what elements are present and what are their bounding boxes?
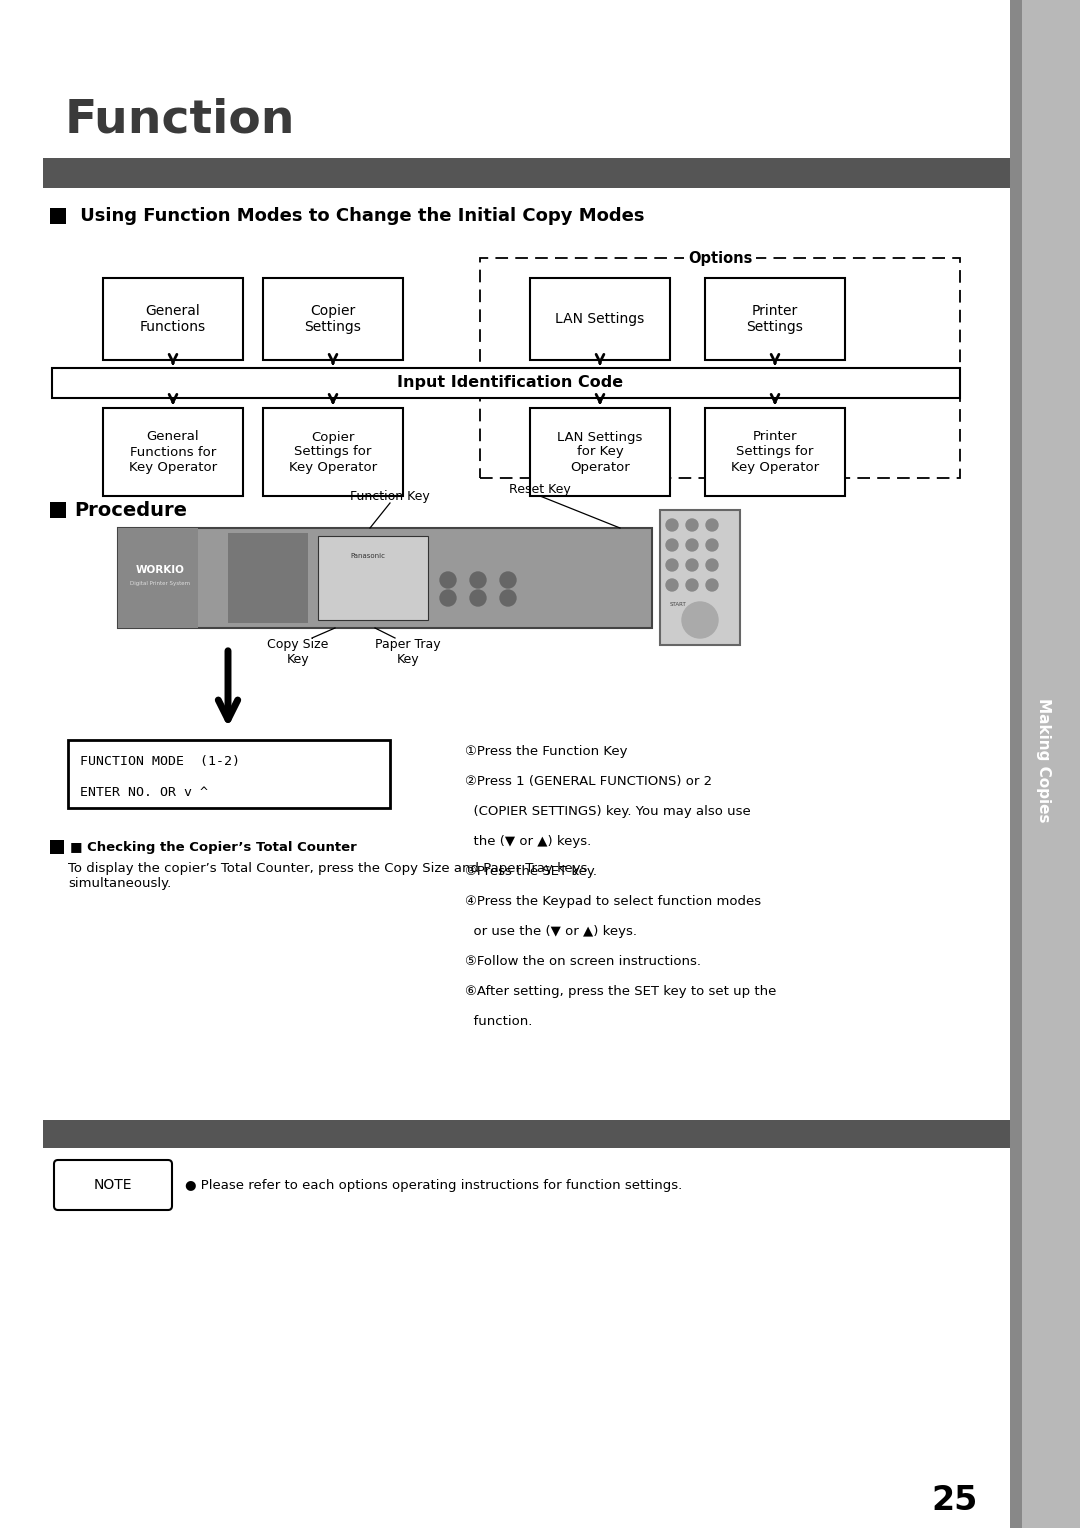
Circle shape (706, 520, 718, 532)
Text: NOTE: NOTE (94, 1178, 132, 1192)
Text: ⑤Follow the on screen instructions.: ⑤Follow the on screen instructions. (465, 955, 701, 969)
Text: Options: Options (688, 251, 752, 266)
Bar (118, 529, 198, 628)
Circle shape (686, 520, 698, 532)
Text: Digital Printer System: Digital Printer System (130, 581, 190, 585)
Text: General
Functions for
Key Operator: General Functions for Key Operator (129, 431, 217, 474)
Text: ③Press the SET key.: ③Press the SET key. (465, 865, 597, 879)
Circle shape (686, 539, 698, 552)
FancyBboxPatch shape (54, 1160, 172, 1210)
Text: WORKIO: WORKIO (136, 565, 185, 575)
Text: Printer
Settings: Printer Settings (746, 304, 804, 335)
Text: the (▼ or ▲) keys.: the (▼ or ▲) keys. (465, 834, 591, 848)
Bar (50, 208, 66, 225)
Bar (50, 503, 66, 518)
Bar (43, 157, 1010, 188)
Circle shape (666, 539, 678, 552)
Circle shape (440, 590, 456, 607)
Text: (COPIER SETTINGS) key. You may also use: (COPIER SETTINGS) key. You may also use (465, 805, 751, 817)
Text: Function: Function (65, 98, 296, 142)
Bar (52, 368, 960, 397)
Bar (118, 529, 652, 628)
Text: Panasonic: Panasonic (351, 553, 386, 559)
Bar (68, 740, 390, 808)
Text: 25: 25 (932, 1484, 978, 1516)
Text: Reset Key: Reset Key (509, 483, 571, 497)
Bar (530, 408, 670, 497)
Text: Copier
Settings: Copier Settings (305, 304, 362, 335)
Text: LAN Settings
for Key
Operator: LAN Settings for Key Operator (557, 431, 643, 474)
Circle shape (666, 520, 678, 532)
Text: Paper Tray
Key: Paper Tray Key (375, 639, 441, 666)
Text: Making Copies: Making Copies (1036, 698, 1051, 822)
Circle shape (440, 571, 456, 588)
Bar (705, 408, 845, 497)
Circle shape (500, 590, 516, 607)
Text: ①Press the Function Key: ①Press the Function Key (465, 746, 627, 758)
Bar (480, 258, 960, 478)
Text: Copy Size
Key: Copy Size Key (268, 639, 328, 666)
Text: General
Functions: General Functions (140, 304, 206, 335)
Circle shape (706, 559, 718, 571)
Text: ②Press 1 (GENERAL FUNCTIONS) or 2: ②Press 1 (GENERAL FUNCTIONS) or 2 (465, 775, 712, 788)
Bar (1010, 0, 1022, 1528)
Circle shape (681, 602, 718, 639)
Text: Copier
Settings for
Key Operator: Copier Settings for Key Operator (289, 431, 377, 474)
Bar (1010, 0, 1080, 1528)
Text: LAN Settings: LAN Settings (555, 312, 645, 325)
Text: Using Function Modes to Change the Initial Copy Modes: Using Function Modes to Change the Initi… (75, 206, 645, 225)
Bar (264, 278, 403, 361)
Bar (264, 408, 403, 497)
Text: ENTER NO. OR v ^: ENTER NO. OR v ^ (80, 785, 208, 799)
Text: FUNCTION MODE  (1-2): FUNCTION MODE (1-2) (80, 755, 240, 769)
Circle shape (500, 571, 516, 588)
Text: START: START (670, 602, 687, 608)
Bar (530, 278, 670, 361)
Text: ⑥After setting, press the SET key to set up the: ⑥After setting, press the SET key to set… (465, 986, 777, 998)
Circle shape (666, 579, 678, 591)
Bar (50, 840, 64, 854)
Bar (43, 1120, 1010, 1148)
Bar (318, 536, 428, 620)
Text: Procedure: Procedure (75, 501, 187, 521)
Bar (228, 533, 308, 623)
Text: or use the (▼ or ▲) keys.: or use the (▼ or ▲) keys. (465, 924, 637, 938)
Text: ■ Checking the Copier’s Total Counter: ■ Checking the Copier’s Total Counter (70, 840, 356, 854)
Bar (103, 408, 243, 497)
Text: Function Key: Function Key (350, 490, 430, 503)
Bar (103, 278, 243, 361)
Bar (705, 278, 845, 361)
Circle shape (706, 579, 718, 591)
Text: To display the copier’s Total Counter, press the Copy Size and Paper Tray keys
s: To display the copier’s Total Counter, p… (68, 862, 588, 889)
Bar (660, 510, 740, 645)
Circle shape (470, 590, 486, 607)
Text: ④Press the Keypad to select function modes: ④Press the Keypad to select function mod… (465, 895, 761, 908)
Circle shape (686, 579, 698, 591)
Circle shape (706, 539, 718, 552)
Circle shape (686, 559, 698, 571)
Text: function.: function. (465, 1015, 532, 1028)
Text: Printer
Settings for
Key Operator: Printer Settings for Key Operator (731, 431, 819, 474)
Circle shape (666, 559, 678, 571)
Text: Input Identification Code: Input Identification Code (397, 376, 623, 391)
Text: ● Please refer to each options operating instructions for function settings.: ● Please refer to each options operating… (185, 1178, 683, 1192)
Circle shape (470, 571, 486, 588)
